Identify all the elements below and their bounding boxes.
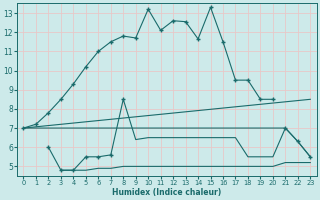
X-axis label: Humidex (Indice chaleur): Humidex (Indice chaleur) (112, 188, 221, 197)
